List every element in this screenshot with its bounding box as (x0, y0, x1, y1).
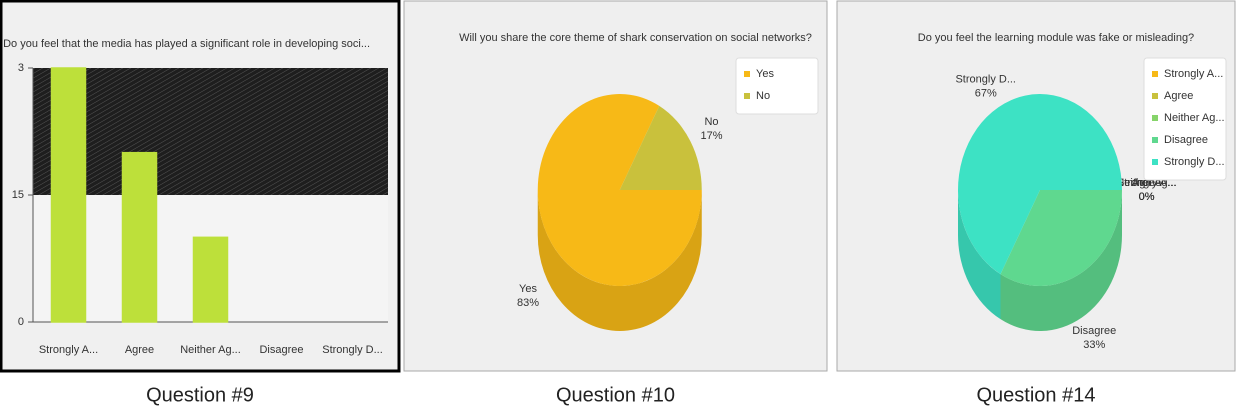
legend-box (1143, 57, 1227, 181)
legend-swatch (744, 93, 750, 99)
slice-label: Yes (519, 283, 537, 295)
slice-value: 17% (700, 130, 722, 142)
y-tick-label: 15 (12, 189, 24, 201)
x-tick-label: Agree (125, 344, 154, 356)
legend-swatch (744, 71, 750, 77)
bar (192, 236, 229, 323)
pie-side (958, 190, 1001, 320)
slice-value: 0% (1139, 191, 1155, 203)
x-tick-label: Disagree (259, 344, 303, 356)
slice-value: 0% (1139, 191, 1155, 203)
bar (121, 151, 158, 323)
slice-label: Disagree (1072, 325, 1116, 337)
legend-label: Agree (1164, 90, 1193, 102)
slice-label: No (704, 116, 718, 128)
chart-title: Do you feel the learning module was fake… (918, 32, 1194, 44)
legend-label: Strongly D... (1164, 156, 1225, 168)
chart-title: Do you feel that the media has played a … (3, 38, 370, 50)
x-tick-label: Strongly A... (39, 344, 98, 356)
legend-swatch (1152, 137, 1158, 143)
legend-box (735, 57, 819, 115)
legend-swatch (1152, 71, 1158, 77)
legend-label: Disagree (1164, 134, 1208, 146)
slice-value: 83% (517, 297, 539, 309)
chart-panel: Will you share the core theme of shark c… (403, 0, 828, 372)
legend-swatch (1152, 159, 1158, 165)
legend-swatch (1152, 93, 1158, 99)
legend-swatch (1152, 115, 1158, 121)
y-tick-label: 0 (18, 316, 24, 328)
x-tick-label: Neither Ag... (180, 344, 241, 356)
legend-label: Strongly A... (1164, 68, 1223, 80)
pie-side (1000, 190, 1122, 331)
slice-value: 67% (975, 88, 997, 100)
plot-band (33, 68, 388, 195)
slice-value: 0% (1139, 191, 1155, 203)
legend-label: No (756, 90, 770, 102)
bar (50, 67, 87, 323)
legend-label: Neither Ag... (1164, 112, 1225, 124)
caption: Question #14 (977, 384, 1096, 406)
chart-panel: Do you feel the learning module was fake… (836, 0, 1236, 372)
chart-panel: Do you feel that the media has played a … (0, 0, 401, 373)
pie-side (537, 190, 702, 331)
slice-value: 33% (1083, 339, 1105, 351)
chart-title: Will you share the core theme of shark c… (459, 32, 812, 44)
pie-slice (1000, 190, 1122, 286)
pie-slice (957, 93, 1122, 275)
caption: Question #10 (556, 384, 675, 406)
pie-slice (619, 105, 702, 190)
legend-label: Yes (756, 68, 774, 80)
y-tick-label: 3 (18, 62, 24, 74)
slice-label: Strongly D... (955, 74, 1016, 86)
x-tick-label: Strongly D... (322, 344, 383, 356)
caption: Question #9 (146, 384, 254, 406)
